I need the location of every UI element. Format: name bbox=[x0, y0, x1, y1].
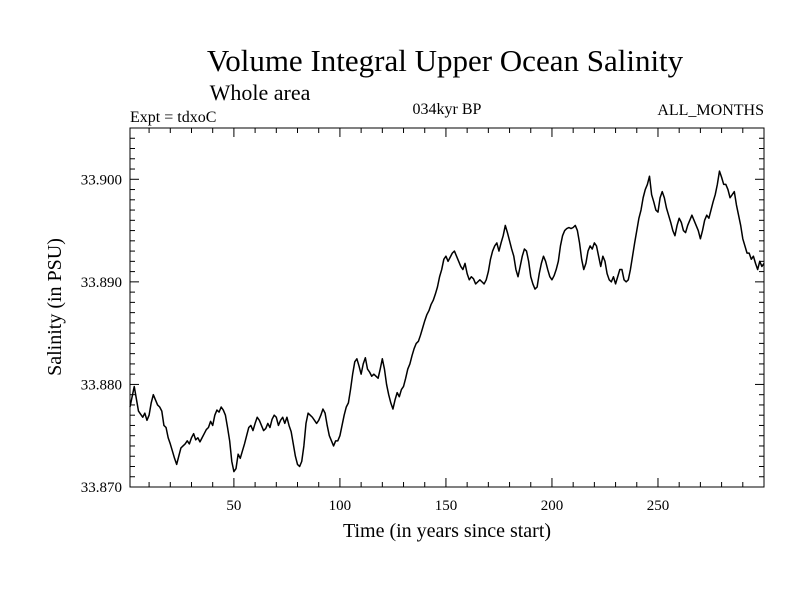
x-axis-label: Time (in years since start) bbox=[343, 520, 551, 542]
y-axis-label: Salinity (in PSU) bbox=[44, 238, 66, 376]
axis-ticks bbox=[130, 127, 764, 488]
x-tick-label: 150 bbox=[435, 498, 458, 514]
plot-frame bbox=[129, 127, 765, 488]
chart-subtitle: Whole area bbox=[210, 80, 311, 105]
chart-title: Volume Integral Upper Ocean Salinity bbox=[207, 43, 684, 78]
x-tick-label: 250 bbox=[647, 498, 670, 514]
experiment-label: Expt = tdxoC bbox=[130, 109, 216, 126]
y-tick-label: 33.900 bbox=[81, 172, 122, 188]
x-tick-label: 200 bbox=[541, 498, 564, 514]
salinity-series-line bbox=[129, 170, 765, 473]
y-tick-label: 33.870 bbox=[81, 480, 122, 496]
y-tick-label: 33.880 bbox=[81, 377, 122, 393]
x-tick-label: 50 bbox=[226, 498, 241, 514]
months-label: ALL_MONTHS bbox=[657, 102, 764, 119]
x-tick-label: 100 bbox=[329, 498, 352, 514]
y-tick-label: 33.890 bbox=[81, 275, 122, 291]
axis-tick-labels: 50 100 150 200 250 33.870 33.880 33.890 33.900 bbox=[81, 172, 669, 514]
period-label: 034kyr BP bbox=[413, 101, 482, 118]
